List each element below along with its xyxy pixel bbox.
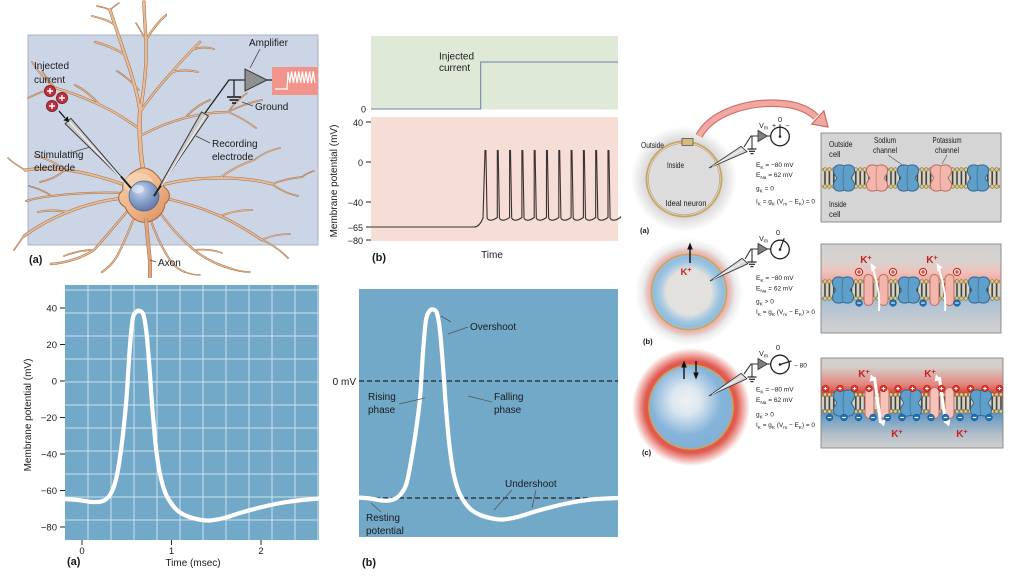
svg-text:ENa = 62 mV: ENa = 62 mV [756, 286, 793, 295]
svg-text:EK = −80 mV: EK = −80 mV [756, 162, 794, 171]
svg-text:(a): (a) [67, 556, 81, 568]
svg-text:−40: −40 [41, 450, 57, 461]
svg-text:(a): (a) [29, 254, 43, 266]
svg-text:Ground: Ground [255, 102, 288, 113]
svg-text:Membrane potential (mV): Membrane potential (mV) [329, 125, 340, 238]
svg-text:0: 0 [778, 115, 782, 124]
svg-text:0 mV: 0 mV [333, 377, 357, 388]
svg-text:current: current [439, 63, 470, 74]
svg-text:IK = gK (Vm − EK) > 0: IK = gK (Vm − EK) > 0 [756, 309, 815, 318]
svg-text:gK > 0: gK > 0 [756, 299, 774, 308]
svg-text:channel: channel [873, 145, 897, 155]
svg-text:channel: channel [935, 145, 959, 155]
svg-text:−80: −80 [41, 523, 57, 534]
svg-text:−: − [785, 123, 789, 130]
svg-text:Outside: Outside [829, 139, 853, 149]
svg-text:Stimulating: Stimulating [34, 150, 83, 161]
svg-text:Undershoot: Undershoot [505, 479, 557, 490]
svg-text:ENa = 62 mV: ENa = 62 mV [756, 172, 793, 181]
svg-text:0: 0 [361, 105, 366, 115]
svg-text:cell: cell [829, 209, 841, 219]
svg-text:−60: −60 [41, 486, 57, 497]
svg-text:0: 0 [358, 158, 363, 168]
svg-text:−40: −40 [348, 198, 363, 208]
svg-text:EK = −80 mV: EK = −80 mV [756, 275, 794, 284]
svg-text:0: 0 [52, 377, 57, 388]
svg-text:cell: cell [829, 149, 841, 159]
svg-text:0: 0 [776, 228, 780, 237]
svg-text:Injected: Injected [439, 52, 474, 63]
svg-text:IK = gK (Vm − EK) = 0: IK = gK (Vm − EK) = 0 [756, 422, 815, 431]
svg-text:gK = 0: gK = 0 [756, 186, 774, 195]
svg-text:Ideal neuron: Ideal neuron [666, 198, 707, 208]
svg-text:gK > 0: gK > 0 [756, 412, 774, 421]
svg-text:Vm: Vm [759, 236, 768, 245]
svg-text:Inside: Inside [829, 199, 847, 209]
svg-text:electrode: electrode [34, 163, 76, 174]
svg-text:Membrane potential (mV): Membrane potential (mV) [23, 359, 34, 472]
svg-text:EK = −80 mV: EK = −80 mV [756, 387, 794, 396]
svg-text:Sodium: Sodium [874, 135, 896, 145]
svg-text:0: 0 [776, 343, 780, 352]
svg-text:electrode: electrode [212, 152, 254, 163]
svg-text:(b): (b) [643, 337, 653, 346]
svg-text:−80: −80 [348, 236, 363, 246]
svg-text:IK = gK (Vm − EK) = 0: IK = gK (Vm − EK) = 0 [756, 199, 815, 208]
svg-text:Time (msec): Time (msec) [165, 558, 220, 569]
svg-text:Time: Time [481, 250, 503, 261]
svg-text:2: 2 [258, 546, 263, 557]
svg-text:K+: K+ [681, 267, 692, 278]
svg-text:+: + [772, 123, 776, 130]
svg-text:−20: −20 [41, 413, 57, 424]
svg-text:Falling: Falling [494, 392, 523, 403]
svg-text:(b): (b) [372, 252, 386, 264]
svg-text:ENa = 62 mV: ENa = 62 mV [756, 397, 793, 406]
svg-text:(a): (a) [640, 226, 650, 235]
svg-text:20: 20 [46, 340, 57, 351]
svg-text:(c): (c) [642, 448, 652, 457]
svg-text:current: current [34, 75, 65, 86]
svg-text:40: 40 [353, 118, 363, 128]
svg-text:Axon: Axon [158, 258, 181, 269]
svg-text:−65: −65 [348, 223, 363, 233]
svg-text:40: 40 [46, 304, 57, 315]
svg-text:Potassium: Potassium [933, 135, 962, 145]
svg-text:Injected: Injected [34, 61, 69, 72]
svg-text:(b): (b) [362, 557, 376, 569]
svg-text:Vm: Vm [759, 351, 768, 360]
svg-text:1: 1 [169, 546, 174, 557]
svg-text:Rising: Rising [368, 392, 396, 403]
svg-text:phase: phase [494, 405, 522, 416]
svg-text:potential: potential [366, 526, 404, 537]
svg-text:Amplifier: Amplifier [249, 38, 289, 49]
svg-text:Overshoot: Overshoot [470, 322, 516, 333]
svg-text:Recording: Recording [212, 139, 258, 150]
svg-text:0: 0 [79, 546, 84, 557]
svg-text:Resting: Resting [366, 513, 400, 524]
svg-text:phase: phase [368, 405, 396, 416]
svg-text:− 80: − 80 [794, 363, 807, 370]
svg-text:Outside: Outside [641, 140, 664, 150]
svg-text:Vm: Vm [759, 123, 768, 132]
svg-text:Inside: Inside [667, 160, 684, 170]
